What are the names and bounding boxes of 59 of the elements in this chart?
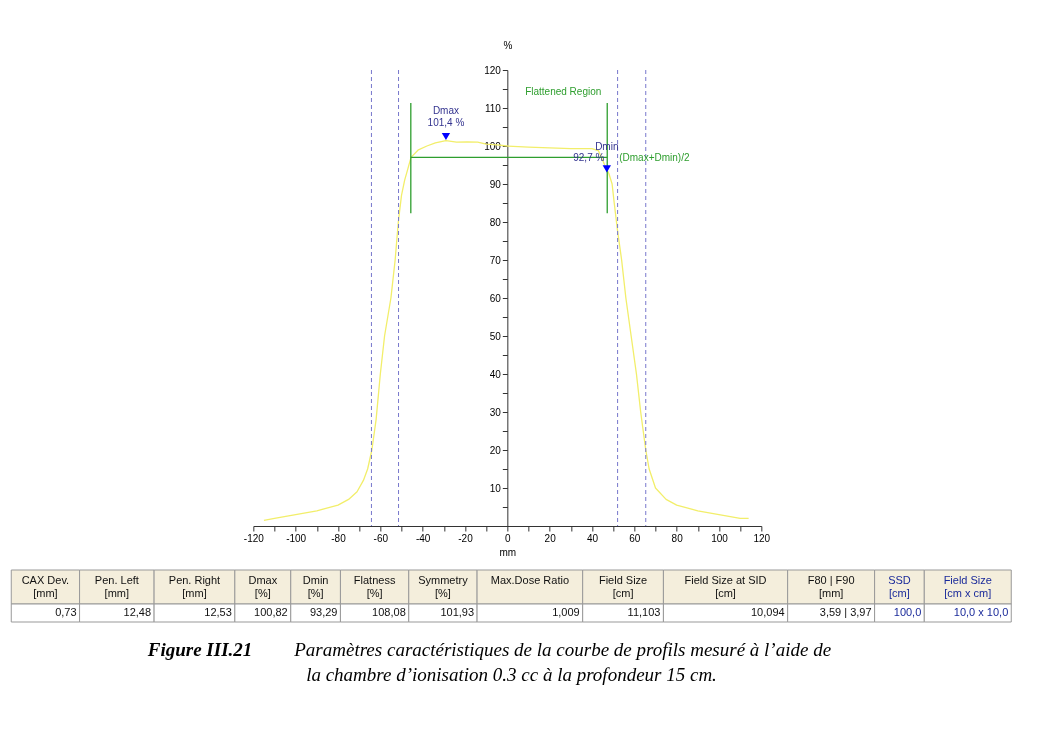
y-tick-label: 120	[484, 64, 502, 76]
text: 10,0 x 10,0	[953, 606, 1009, 618]
x-tick-label: 80	[671, 532, 684, 544]
text: 12,53	[204, 606, 232, 618]
text: 108,08	[372, 606, 406, 618]
category-label: Dmin [%]	[302, 574, 329, 599]
text: 93,29	[309, 606, 338, 618]
x-tick-label: 40	[586, 532, 599, 544]
category-label: Field Size [cm x cm]	[943, 574, 992, 599]
y-tick-label: 20	[489, 444, 502, 456]
category-label: Field Size [cm]	[598, 574, 648, 599]
y-tick-label: 40	[489, 368, 502, 380]
text: 11,103	[627, 606, 661, 618]
text: 3,59 | 3,97	[819, 606, 872, 618]
annotation: Dmax	[432, 104, 460, 116]
annotation: Flattened Region	[525, 86, 602, 97]
category-label: Symmetry [%]	[418, 574, 469, 599]
text: 1,009	[552, 606, 580, 618]
y-tick-label: 60	[489, 292, 502, 304]
category-label: Dmax [%]	[248, 574, 278, 599]
x-tick-label: -60	[373, 532, 389, 544]
y-tick-label: 90	[489, 178, 502, 190]
x-tick-label: 120	[753, 532, 771, 544]
y-tick-label: 100	[484, 140, 502, 152]
category-label: Flatness [%]	[353, 574, 396, 599]
x-tick-label: -120	[243, 532, 265, 544]
y-tick-label: 30	[489, 406, 502, 418]
x-tick-label: -100	[286, 532, 307, 544]
annotation: 101,4 %	[427, 116, 465, 128]
category-label: SSD [cm]	[888, 574, 911, 599]
x-tick-label: -40	[415, 532, 431, 544]
text: 100,0	[893, 606, 922, 618]
x-axis-title: mm	[499, 546, 517, 558]
category-label: CAX Dev. [mm]	[21, 574, 70, 599]
text: 12,48	[123, 606, 152, 618]
y-tick-label: 50	[489, 330, 502, 342]
category-label: Pen. Right [mm]	[168, 574, 221, 599]
x-tick-label: -20	[458, 532, 474, 544]
text: 100,82	[254, 606, 288, 618]
y-axis-title: %	[503, 39, 513, 51]
x-tick-label: 20	[544, 532, 557, 544]
category-label: Max.Dose Ratio	[490, 574, 570, 586]
x-tick-label: 60	[629, 532, 641, 544]
text: Figure III.21	[146, 639, 253, 660]
category-label: Pen. Left [mm]	[94, 574, 139, 599]
text: Paramètres caractéristiques de la courbe de profils mesuré à l’aide de la chambre d’ionisation 0.3 cc à la profondeur 15 cm.	[293, 639, 832, 685]
category-label: F80 | F90 [mm]	[807, 574, 855, 599]
x-tick-label: 0	[505, 532, 512, 544]
y-tick-label: 10	[489, 482, 502, 494]
x-tick-label: -80	[331, 532, 347, 544]
text: 101,93	[440, 606, 475, 618]
y-tick-label: 110	[484, 102, 502, 114]
y-tick-label: 70	[489, 254, 502, 266]
y-tick-label: 80	[489, 216, 502, 228]
text: 10,094	[750, 606, 785, 618]
text: 0,73	[55, 606, 77, 618]
annotation: (Dmax+Dmin)/2	[619, 152, 690, 164]
category-label: Field Size at SID [cm]	[684, 574, 767, 599]
x-tick-label: 100	[711, 532, 729, 544]
